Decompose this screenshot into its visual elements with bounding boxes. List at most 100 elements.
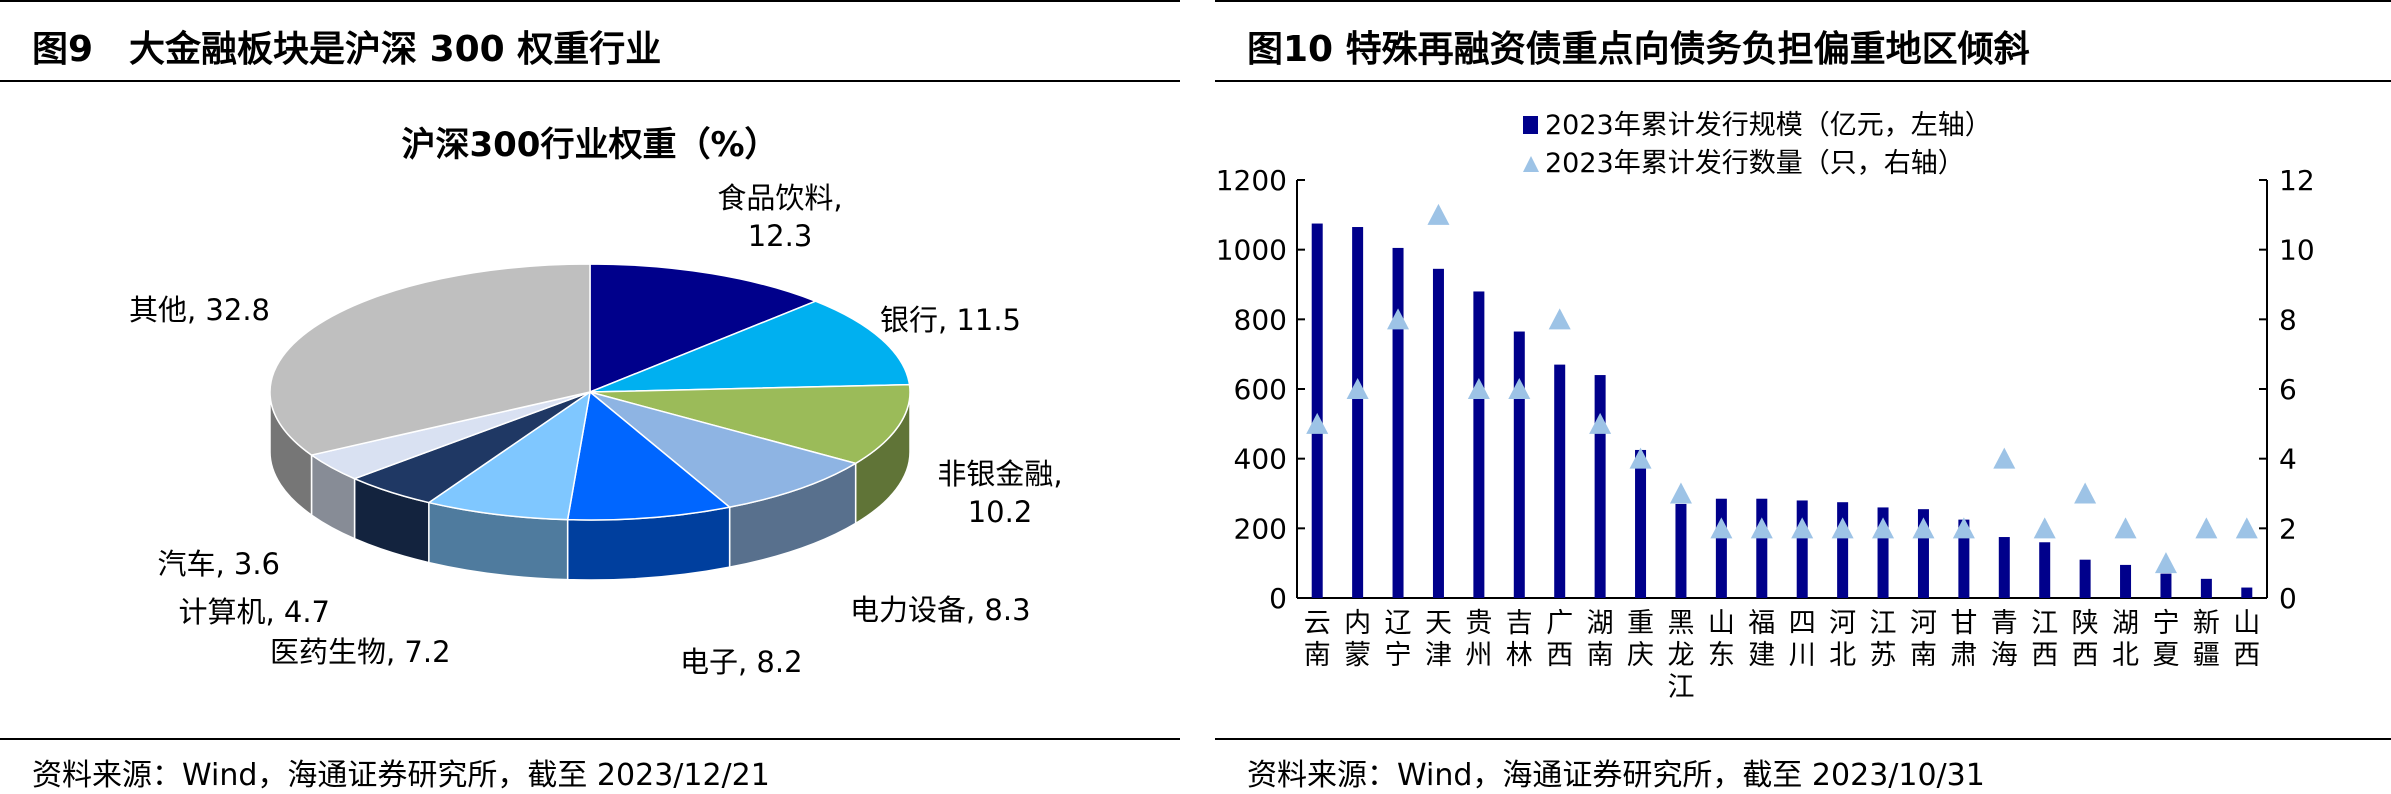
- x-tick-label: 江西: [2031, 608, 2058, 671]
- slice-0: [589, 263, 818, 394]
- slice-4: [566, 390, 732, 521]
- slice-1: [589, 300, 911, 393]
- bar-吉林: [1513, 331, 1525, 598]
- bar-湖北: [2120, 564, 2132, 598]
- bottom-rule: [1215, 738, 2391, 740]
- x-tick-labels: 云南内蒙辽宁天津贵州吉林广西湖南重庆黑龙江山东福建四川河北江苏河南甘肃青海江西陕…: [1304, 608, 2261, 703]
- pie-label-5: 医药生物, 7.2: [270, 635, 451, 669]
- pie-chart: 沪深300行业权重（%） 食品饮料, 12.3 银行, 11.5 非银金融, 10.2 电力…: [129, 125, 1063, 679]
- x-tick-label: 新疆: [2193, 608, 2220, 671]
- pie-label-3: 电力设备, 8.3: [850, 593, 1031, 627]
- x-tick-label: 辽宁: [1385, 608, 1412, 671]
- marker-河北: [1831, 517, 1854, 539]
- bar-贵州: [1473, 291, 1485, 598]
- y-left-tick-label: 1000: [1216, 234, 1287, 267]
- marker-福建: [1750, 517, 1773, 539]
- title-rule: [0, 80, 1180, 82]
- bar-内蒙: [1352, 227, 1364, 598]
- bar-黑龙江: [1675, 503, 1687, 598]
- marker-内蒙: [1346, 378, 1369, 399]
- marker-陕西: [2074, 482, 2097, 504]
- marker-新疆: [2195, 517, 2218, 539]
- bottom-rule: [0, 738, 1180, 740]
- x-tick-label: 福建: [1748, 608, 1775, 671]
- y-left-tick-label: 0: [1269, 582, 1287, 615]
- x-tick-label: 黑龙江: [1667, 608, 1694, 703]
- bar-江西: [2039, 542, 2051, 598]
- axes: 0 200 400 600 800 1000 1200 0 2 4 6 8 10 12: [1216, 164, 2315, 615]
- slice-8: [269, 263, 591, 456]
- x-tick-label: 河北: [1829, 608, 1856, 671]
- x-tick-label: 吉林: [1506, 608, 1533, 671]
- x-tick-label: 宁夏: [2152, 608, 2179, 671]
- figure-title: 图10 特殊再融资债重点向债务负担偏重地区倾斜: [1247, 29, 2030, 70]
- legend-marker-swatch: [1523, 156, 1539, 172]
- x-tick-label: 湖北: [2112, 608, 2139, 671]
- marker-江西: [2033, 517, 2056, 539]
- marker-江苏: [1872, 517, 1895, 539]
- bars: [1311, 223, 2253, 599]
- pie-top: [269, 263, 911, 521]
- source-note: 资料来源：Wind，海通证券研究所，截至 2023/10/31: [1247, 758, 1985, 793]
- marker-山东: [1710, 517, 1733, 539]
- bar-福建: [1756, 498, 1768, 598]
- marker-四川: [1791, 517, 1814, 539]
- x-tick-label: 山东: [1708, 608, 1735, 671]
- pie-label-4: 电子, 8.2: [680, 645, 803, 679]
- x-tick-label: 陕西: [2072, 608, 2099, 671]
- marker-重庆: [1629, 447, 1652, 469]
- pie-label-8: 其他, 32.8: [129, 293, 270, 327]
- x-tick-label: 山西: [2233, 608, 2260, 671]
- slice-5: [426, 390, 592, 521]
- x-tick-label: 贵州: [1465, 608, 1492, 671]
- bar-陕西: [2079, 559, 2091, 598]
- y-right-tick-label: 2: [2279, 512, 2297, 545]
- figure-10-panel: 图10 特殊再融资债重点向债务负担偏重地区倾斜 2023年累计发行规模（亿元，左…: [1215, 0, 2391, 793]
- y-left-tick-label: 1200: [1216, 164, 1287, 197]
- markers: [1306, 203, 2258, 574]
- pie-label-7: 汽车, 3.6: [157, 547, 280, 581]
- figure-9-panel: 图9 大金融板块是沪深 300 权重行业 沪深300行业权重（%） 食品饮料, 12…: [0, 0, 1180, 793]
- marker-广西: [1548, 308, 1571, 330]
- bar-河北: [1837, 502, 1849, 598]
- marker-黑龙江: [1669, 482, 1692, 504]
- bar-chart: 2023年累计发行规模（亿元，左轴） 2023年累计发行数量（只，右轴） 0 200 4…: [1216, 110, 2315, 703]
- x-tick-label: 重庆: [1627, 608, 1654, 671]
- y-right-tick-label: 4: [2279, 443, 2297, 476]
- top-rule: [0, 0, 1180, 2]
- bar-河南: [1917, 509, 1929, 598]
- bar-辽宁: [1392, 247, 1404, 599]
- legend-bar-swatch: [1523, 116, 1538, 134]
- x-tick-label: 湖南: [1587, 608, 1614, 671]
- bar-山东: [1715, 498, 1727, 598]
- bar-山西: [2241, 587, 2253, 598]
- marker-贵州: [1467, 378, 1490, 399]
- chart-title: 沪深300行业权重（%）: [401, 125, 778, 165]
- legend-marker-label: 2023年累计发行数量（只，右轴）: [1545, 148, 1965, 179]
- bar-云南: [1311, 223, 1323, 598]
- y-right-tick-label: 0: [2279, 582, 2297, 615]
- y-left-tick-label: 800: [1234, 303, 1287, 336]
- bar-重庆: [1635, 449, 1647, 598]
- y-right-tick-label: 12: [2279, 164, 2315, 197]
- title-rule: [1215, 80, 2391, 82]
- x-tick-label: 四川: [1789, 608, 1816, 671]
- pie-label-2: 非银金融, 10.2: [937, 457, 1062, 529]
- marker-天津: [1427, 203, 1450, 225]
- bar-广西: [1554, 364, 1566, 598]
- x-tick-label: 天津: [1425, 608, 1452, 671]
- figure-title: 图9 大金融板块是沪深 300 权重行业: [32, 29, 662, 70]
- marker-河南: [1912, 517, 1935, 539]
- x-tick-label: 广西: [1546, 608, 1573, 671]
- y-right-tick-label: 6: [2279, 373, 2297, 406]
- top-rule: [1215, 0, 2391, 2]
- marker-甘肃: [1952, 517, 1975, 539]
- pie-label-0: 食品饮料, 12.3: [717, 181, 842, 253]
- x-tick-label: 内蒙: [1344, 608, 1371, 671]
- marker-吉林: [1508, 378, 1531, 399]
- y-left-tick-label: 600: [1234, 373, 1287, 406]
- pie-labels: 食品饮料, 12.3 银行, 11.5 非银金融, 10.2 电力设备, 8.3 电子, 8…: [129, 181, 1063, 679]
- pie-label-1: 银行, 11.5: [880, 303, 1021, 337]
- slice-3: [589, 391, 858, 508]
- bar-甘肃: [1958, 519, 1970, 598]
